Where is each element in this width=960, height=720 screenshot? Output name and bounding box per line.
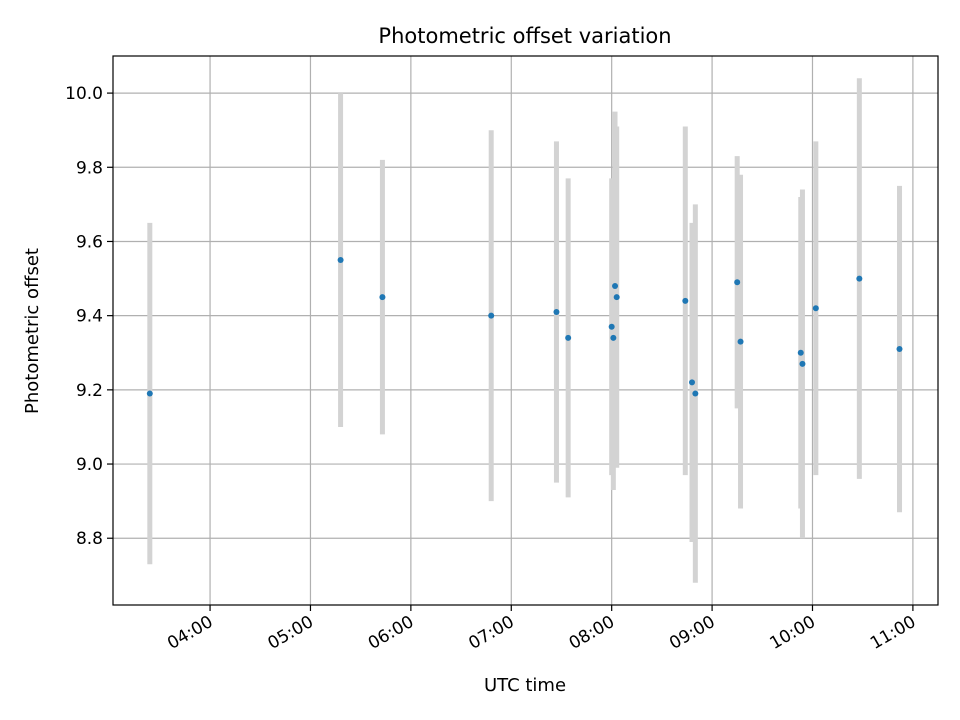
data-point: [812, 305, 819, 312]
data-point: [610, 334, 617, 341]
data-points: [146, 257, 903, 397]
y-tick-label: 9.0: [76, 455, 103, 475]
y-tick-label: 10.0: [65, 84, 103, 104]
y-tick-label: 9.2: [76, 381, 103, 401]
x-axis-title: UTC time: [484, 675, 566, 696]
y-axis-title: Photometric offset: [22, 248, 43, 414]
data-point: [856, 275, 863, 282]
data-point: [553, 308, 560, 315]
data-point: [565, 334, 572, 341]
data-point: [797, 349, 804, 356]
y-axis-ticks: 8.8 9.0 9.2 9.4 9.6 9.8 10.0: [65, 84, 113, 549]
data-point: [337, 257, 344, 264]
y-tick-label: 8.8: [76, 529, 103, 549]
chart-title: Photometric offset variation: [378, 24, 671, 48]
data-point: [488, 312, 495, 319]
data-point: [689, 379, 696, 386]
data-point: [896, 346, 903, 353]
data-point: [608, 323, 615, 330]
data-point: [734, 279, 741, 286]
y-tick-label: 9.8: [76, 158, 103, 178]
plot-frame: [112, 55, 939, 606]
data-point: [692, 390, 699, 397]
data-point: [379, 294, 386, 301]
data-point: [146, 390, 153, 397]
data-point: [737, 338, 744, 345]
y-tick-label: 9.4: [76, 307, 103, 327]
data-point: [613, 294, 620, 301]
data-point: [612, 282, 619, 289]
y-tick-label: 9.6: [76, 232, 103, 252]
data-point: [682, 297, 689, 304]
data-point: [799, 360, 806, 367]
